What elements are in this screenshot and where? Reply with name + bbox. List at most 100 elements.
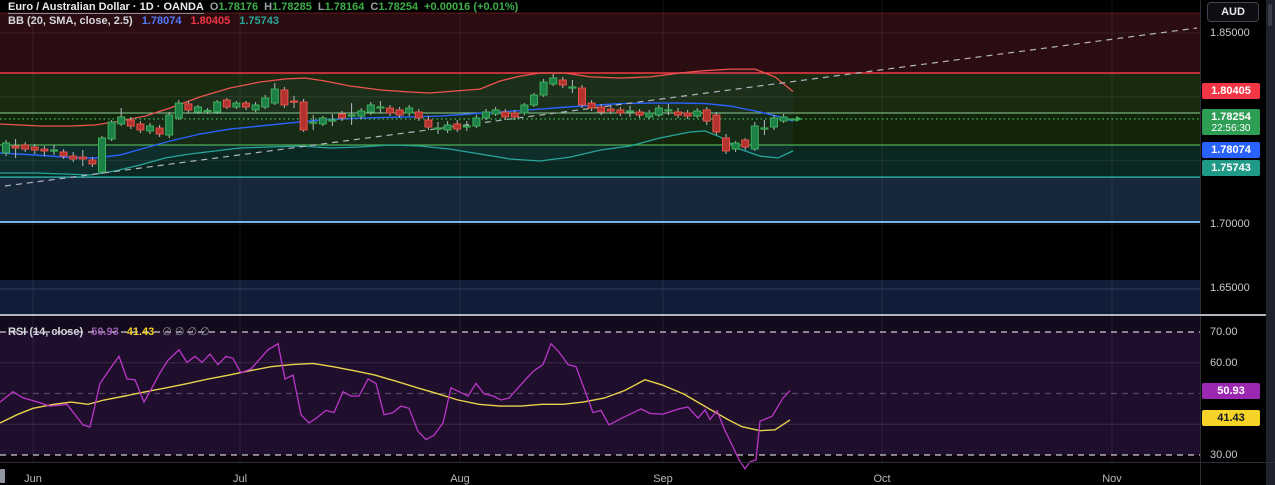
candle-body bbox=[683, 112, 692, 117]
month-label: Nov bbox=[1102, 473, 1122, 485]
bb-value: 1.80405 bbox=[190, 15, 231, 27]
candle-body bbox=[405, 107, 414, 114]
background-zone bbox=[0, 177, 1200, 223]
candle-body bbox=[741, 139, 750, 148]
candle-body bbox=[280, 89, 289, 106]
candle-body bbox=[222, 99, 231, 108]
candle-body bbox=[501, 111, 510, 118]
candle-body bbox=[645, 112, 654, 118]
time-axis[interactable]: Jun Jul Aug Sep Oct Nov bbox=[0, 463, 1200, 485]
clipped-toolbar-button[interactable] bbox=[0, 469, 5, 483]
month-label: Sep bbox=[653, 473, 673, 485]
candle-body bbox=[568, 86, 577, 89]
candle-body bbox=[434, 127, 442, 130]
symbol-legend: Euro / Australian Dollar · 1D · OANDA O1.… bbox=[8, 1, 518, 14]
exchange-label: OANDA bbox=[163, 1, 204, 13]
background-zone bbox=[0, 13, 1200, 73]
candle-body bbox=[88, 159, 97, 165]
candle-body bbox=[50, 149, 58, 152]
price-axis-label: 1.65000 bbox=[1210, 281, 1250, 294]
candle-body bbox=[443, 124, 452, 131]
ohlc-value: 1.78176 bbox=[218, 1, 259, 13]
candle-body bbox=[270, 88, 279, 104]
rsi-axis-label: 30.00 bbox=[1210, 449, 1238, 461]
candle-body bbox=[789, 118, 798, 121]
candle-body bbox=[232, 102, 241, 108]
candle-body bbox=[587, 102, 596, 109]
axis-price-badge: 1.75743 bbox=[1202, 160, 1260, 176]
candle-body bbox=[69, 155, 78, 160]
candle-body bbox=[760, 127, 769, 130]
candle-body bbox=[424, 119, 433, 128]
ohlc-value: 1.78285 bbox=[272, 1, 312, 13]
candle-body bbox=[482, 111, 490, 119]
candle-body bbox=[165, 114, 174, 136]
bb-label[interactable]: BB (20, SMA, close, 2.5) bbox=[8, 15, 133, 27]
candle-body bbox=[693, 110, 702, 117]
candle-body bbox=[338, 113, 346, 119]
month-label: Aug bbox=[450, 473, 470, 485]
rsi-ma-line bbox=[0, 362, 791, 432]
symbol-title[interactable]: Euro / Australian Dollar · 1D · OANDA bbox=[8, 1, 204, 14]
candle-body bbox=[155, 127, 164, 135]
ohlc-values: O1.78176 H1.78285 L1.78164 C1.78254 bbox=[204, 1, 418, 13]
candle-body bbox=[328, 119, 337, 122]
candle-body bbox=[347, 114, 356, 117]
background-zone bbox=[0, 280, 1200, 316]
candle-body bbox=[357, 110, 366, 117]
candle-body bbox=[261, 97, 270, 108]
rsi-line bbox=[0, 342, 791, 470]
candle-body bbox=[731, 142, 740, 150]
candle-body bbox=[251, 104, 260, 111]
axis-price-badge: 1.78254 22:56:30 bbox=[1202, 109, 1260, 135]
rsi-pane-bg-bottom bbox=[0, 455, 1200, 462]
rsi-value: 50.93 bbox=[91, 326, 119, 338]
candle-body bbox=[184, 103, 193, 111]
candle-body bbox=[309, 121, 318, 124]
bb-indicator-legend: BB (20, SMA, close, 2.5) 1.78074 1.80405 1.… bbox=[8, 15, 279, 27]
candle-body bbox=[21, 144, 30, 150]
bb-upper-band bbox=[0, 68, 794, 127]
candle-body bbox=[117, 116, 126, 125]
time-axis-border bbox=[0, 462, 1275, 463]
candle-body bbox=[194, 106, 202, 113]
price-axis-label: 1.85000 bbox=[1210, 27, 1250, 39]
candle-body bbox=[59, 151, 68, 157]
candle-body bbox=[299, 101, 308, 131]
candle-body bbox=[549, 77, 558, 85]
rsi-indicator-legend: RSI (14, close) 50.93 41.43 ∅ ∅ ∅ ∅ bbox=[8, 325, 210, 338]
ohlc-letter: L bbox=[317, 1, 325, 13]
bb-values: 1.78074 1.80405 1.75743 bbox=[133, 15, 279, 27]
scrollbar-thumb[interactable] bbox=[1268, 4, 1272, 26]
candle-body bbox=[664, 109, 673, 112]
chart-canvas[interactable] bbox=[0, 0, 1200, 485]
candle-body bbox=[558, 79, 567, 86]
month-label: Jul bbox=[232, 473, 248, 485]
candle-body bbox=[30, 146, 39, 151]
candle-body bbox=[242, 102, 250, 108]
candle-body bbox=[779, 116, 788, 122]
timeframe-label: 1D bbox=[139, 1, 154, 13]
candle-body bbox=[146, 125, 154, 132]
candle-body bbox=[366, 104, 375, 113]
candle-body bbox=[414, 111, 423, 119]
rsi-band-bg bbox=[0, 332, 1200, 455]
rsi-values: 50.93 41.43 bbox=[83, 326, 154, 338]
candle-body bbox=[40, 148, 49, 152]
rsi-label[interactable]: RSI (14, close) bbox=[8, 326, 84, 338]
countdown-timer: 22:56:30 bbox=[1211, 123, 1251, 134]
last-price-marker bbox=[796, 115, 802, 122]
price-axis[interactable]: AUD 1.85000 1.70000 1.65000 70.00 60.00 30.00… bbox=[1200, 0, 1266, 485]
price-axis-label: 1.70000 bbox=[1210, 218, 1250, 231]
bb-value: 1.75743 bbox=[239, 15, 280, 27]
ohlc-letter: H bbox=[264, 1, 273, 13]
currency-button[interactable]: AUD bbox=[1207, 2, 1259, 22]
candle-body bbox=[606, 108, 615, 112]
candle-body bbox=[674, 111, 682, 116]
pane-separator[interactable] bbox=[0, 314, 1266, 316]
axis-price-badge: 1.80405 bbox=[1202, 83, 1260, 99]
ohlc-letter: C bbox=[370, 1, 379, 13]
candle-body bbox=[2, 142, 10, 154]
ohlc-letter: O bbox=[209, 1, 219, 13]
side-panel-edge bbox=[1266, 0, 1275, 485]
